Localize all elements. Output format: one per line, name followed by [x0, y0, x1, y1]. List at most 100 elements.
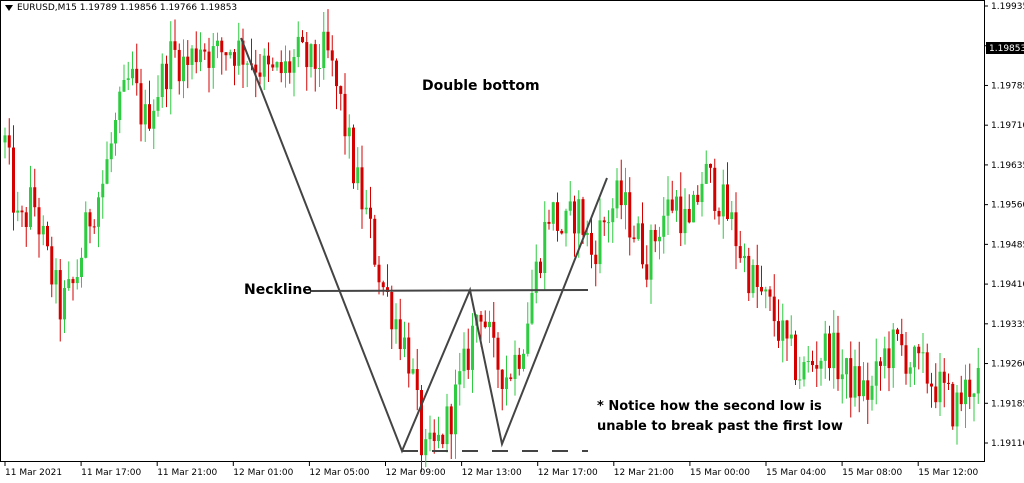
candle-body	[254, 64, 258, 73]
candle-body	[352, 127, 355, 184]
candle-body	[602, 220, 606, 223]
x-tick-label: 12 Mar 17:00	[538, 468, 598, 478]
candle-body	[122, 80, 126, 92]
candle-body	[262, 55, 266, 77]
candle-body	[432, 432, 436, 442]
candle-body	[556, 202, 559, 231]
candle-body	[143, 104, 147, 125]
candle-body	[364, 207, 368, 210]
candle-body	[177, 49, 181, 82]
candle-body	[394, 319, 398, 330]
candle-body	[734, 212, 738, 247]
candle-body	[139, 83, 143, 125]
candle-body	[560, 230, 564, 234]
candle-body	[322, 31, 326, 69]
candle-body	[955, 392, 959, 427]
candle-body	[118, 91, 122, 121]
candle-body	[500, 369, 504, 390]
candle-body	[721, 184, 725, 217]
candle-body	[24, 212, 28, 227]
symbol-info: EURUSD,M15 1.19789 1.19856 1.19766 1.198…	[17, 3, 238, 13]
y-tick-label: 1.19185	[991, 399, 1024, 409]
candle-body	[313, 44, 317, 69]
x-tick-label: 12 Mar 13:00	[462, 468, 522, 478]
x-tick-label: 15 Mar 08:00	[842, 468, 902, 478]
candle-body	[857, 366, 861, 397]
candle-body	[466, 348, 470, 370]
candle-body	[445, 406, 449, 445]
candle-body	[666, 199, 670, 216]
candle-body	[632, 237, 636, 240]
x-tick-label: 15 Mar 04:00	[766, 468, 826, 478]
candle-body	[624, 192, 627, 206]
current-price-tag: 1.19853	[986, 42, 1024, 54]
candle-body	[726, 184, 729, 220]
pattern-layer	[240, 37, 608, 454]
candle-body	[539, 261, 542, 274]
candle-body	[585, 232, 589, 235]
candle-body	[449, 406, 453, 435]
candle-body	[152, 110, 156, 129]
candle-body	[301, 36, 304, 43]
candle-body	[373, 218, 377, 265]
candle-body	[828, 333, 831, 369]
candle-body	[764, 289, 768, 292]
candle-body	[390, 292, 394, 330]
candle-body	[279, 62, 283, 74]
candle-body	[942, 371, 946, 383]
candle-body	[471, 325, 474, 370]
candle-body	[339, 86, 343, 94]
note-line-2: unable to break past the first low	[597, 419, 843, 434]
candle-body	[658, 236, 661, 242]
candle-body	[109, 143, 113, 160]
candle-body	[836, 332, 840, 380]
candle-body	[513, 354, 517, 379]
chart-title-annotation: Double bottom	[422, 78, 540, 94]
candle-body	[543, 221, 547, 274]
candle-body	[704, 163, 708, 184]
symbol-header: EURUSD,M15 1.19789 1.19856 1.19766 1.198…	[5, 3, 237, 13]
candle-body	[866, 380, 870, 400]
candle-body	[211, 46, 215, 68]
candle-body	[938, 371, 942, 403]
candle-body	[628, 192, 632, 238]
candle-body	[896, 329, 899, 335]
candle-body	[437, 434, 440, 442]
y-tick-label: 1.19110	[991, 439, 1024, 449]
candle-body	[615, 180, 619, 209]
candle-body	[3, 135, 7, 143]
candle-body	[849, 358, 853, 398]
candle-body	[292, 57, 296, 73]
candle-body	[441, 434, 445, 445]
x-axis: 11 Mar 2021 11 Mar 17:00 11 Mar 21:00 12 Ma…	[4, 462, 979, 478]
candle-body	[789, 334, 793, 339]
candle-body	[925, 352, 929, 384]
candle-body	[483, 321, 487, 328]
candle-body	[713, 167, 717, 211]
neckline-line	[309, 289, 589, 292]
candle-body	[874, 361, 878, 386]
candle-body	[526, 323, 530, 354]
candle-body	[20, 210, 24, 213]
candle-body	[156, 97, 160, 111]
candle-body	[879, 361, 882, 366]
collapse-triangle-icon[interactable]	[5, 4, 13, 11]
candle-body	[768, 289, 772, 297]
candle-body	[505, 377, 508, 390]
candle-body	[534, 261, 538, 293]
x-tick-label: 11 Mar 21:00	[157, 468, 217, 478]
candle-body	[645, 264, 649, 280]
candle-body	[92, 226, 96, 228]
candle-body	[594, 254, 598, 265]
candle-body	[267, 55, 270, 65]
candle-body	[517, 354, 521, 369]
candle-body	[296, 36, 300, 58]
candle-body	[785, 320, 789, 339]
candle-body	[968, 379, 972, 397]
candle-body	[751, 265, 755, 294]
y-tick-label: 1.19335	[991, 320, 1024, 330]
candle-body	[63, 288, 66, 320]
candle-body	[288, 61, 292, 73]
candle-body	[126, 78, 130, 81]
candle-body	[755, 265, 759, 287]
